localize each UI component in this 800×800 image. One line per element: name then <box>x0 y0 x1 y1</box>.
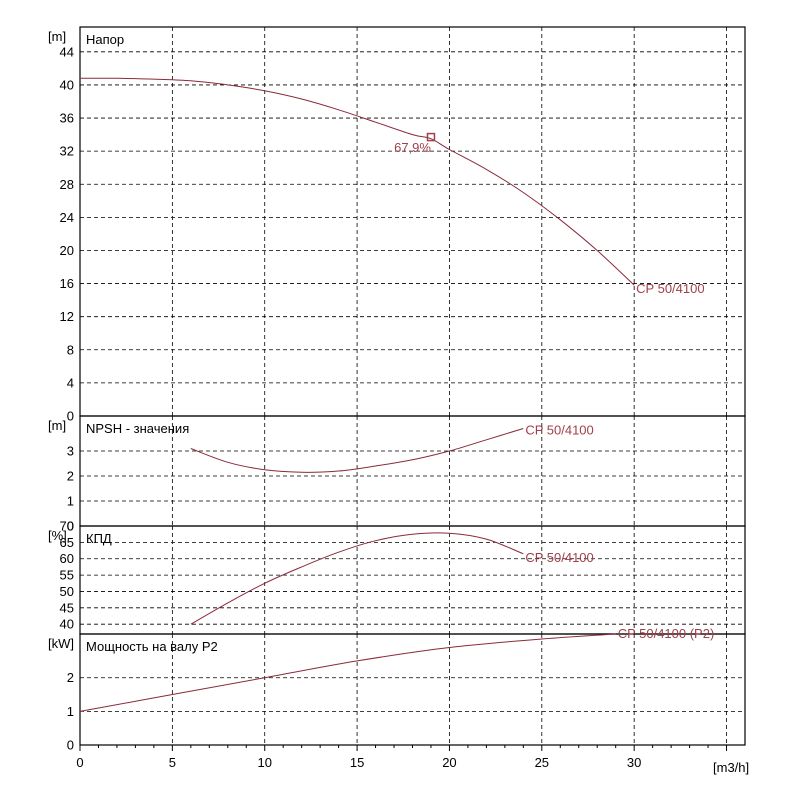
y-tick-label: 4 <box>67 375 74 390</box>
y-tick-label: 3 <box>67 444 74 459</box>
y-tick-label: 1 <box>67 494 74 509</box>
y-tick-label: 0 <box>67 519 74 534</box>
y-tick-label: 24 <box>60 210 74 225</box>
x-tick-label: 25 <box>535 755 549 770</box>
y-tick-label: 12 <box>60 309 74 324</box>
series-line <box>79 633 616 712</box>
y-unit-label: [m] <box>48 418 66 433</box>
x-tick-label: 30 <box>627 755 641 770</box>
x-tick-label: 10 <box>257 755 271 770</box>
series-line <box>79 77 635 286</box>
y-tick-label: 40 <box>60 77 74 92</box>
panel-3: 0 1 2 [kW] Мощность на валу P2 CP 50/4100 (P2… <box>48 626 746 753</box>
y-tick-label: 0 <box>67 738 74 753</box>
series-label: CP 50/4100 <box>636 281 704 296</box>
y-tick-label: 2 <box>67 670 74 685</box>
x-tick-label: 5 <box>169 755 176 770</box>
y-tick-label: 8 <box>67 342 74 357</box>
y-unit-label: [m] <box>48 29 66 44</box>
x-unit-label: [m3/h] <box>713 760 749 775</box>
series-label: CP 50/4100 (P2) <box>618 626 715 641</box>
y-unit-label: [kW] <box>48 636 74 651</box>
y-tick-label: 44 <box>60 44 74 59</box>
y-tick-label: 40 <box>60 617 74 632</box>
series-label: CP 50/4100 <box>525 550 593 565</box>
series-line <box>190 532 524 625</box>
x-tick-label: 0 <box>76 755 83 770</box>
y-tick-label: 60 <box>60 551 74 566</box>
y-tick-label: 55 <box>60 568 74 583</box>
y-unit-label: [%] <box>48 528 67 543</box>
y-tick-label: 0 <box>67 409 74 424</box>
x-tick-label: 15 <box>350 755 364 770</box>
series-label: CP 50/4100 <box>525 423 593 438</box>
panel-title: КПД <box>86 531 112 546</box>
series-line <box>190 428 524 473</box>
y-tick-label: 36 <box>60 111 74 126</box>
panel-title: Мощность на валу P2 <box>86 639 218 654</box>
y-tick-label: 50 <box>60 584 74 599</box>
y-tick-label: 28 <box>60 177 74 192</box>
y-tick-label: 2 <box>67 469 74 484</box>
y-tick-label: 45 <box>60 600 74 615</box>
panel-0: 0 4 8 12 16 20 24 28 32 36 40 44[m] Напор CP 50/4100 6… <box>48 26 746 424</box>
y-tick-label: 20 <box>60 243 74 258</box>
x-tick-label: 20 <box>442 755 456 770</box>
operating-point-label: 67,9% <box>394 140 431 155</box>
y-tick-label: 16 <box>60 276 74 291</box>
y-tick-label: 70 <box>60 519 74 534</box>
panel-title: Напор <box>86 32 124 47</box>
y-tick-label: 1 <box>67 704 74 719</box>
y-tick-label: 65 <box>60 535 74 550</box>
operating-point-marker <box>426 132 436 142</box>
panel-title: NPSH - значения <box>86 421 189 436</box>
y-tick-label: 32 <box>60 144 74 159</box>
